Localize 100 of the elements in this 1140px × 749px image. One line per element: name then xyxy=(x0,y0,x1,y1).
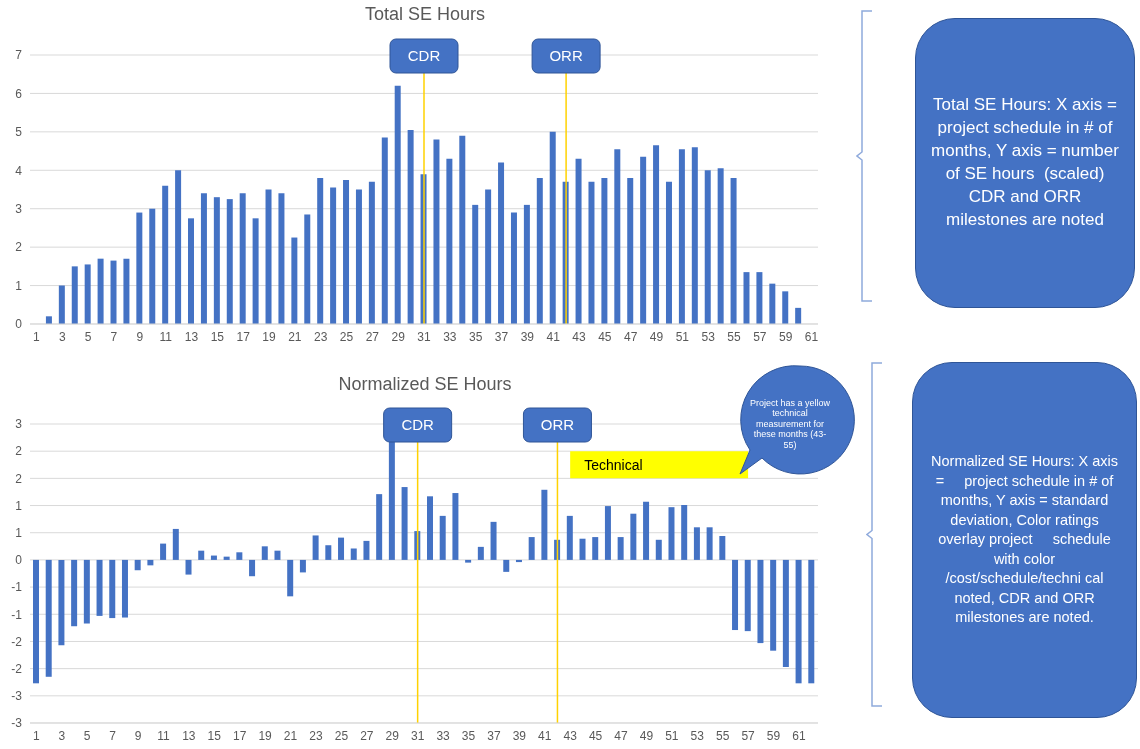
bar xyxy=(376,494,383,560)
bar xyxy=(330,187,337,324)
bar xyxy=(299,559,306,573)
x-tick-label: 43 xyxy=(572,329,587,344)
text: Total SE Hours: X axis = project schedule in # of months, Y axis = number of SE hours (scaled) CDR and ORR milestones are noted xyxy=(930,94,1120,231)
bar xyxy=(446,158,453,324)
bar xyxy=(592,537,599,560)
bar xyxy=(210,555,217,560)
bar xyxy=(312,535,319,560)
bar xyxy=(274,550,281,560)
bar xyxy=(549,131,556,324)
x-tick-label: 35 xyxy=(461,728,476,743)
y-tick-label: 1 xyxy=(15,525,23,540)
chart-title: Total SE Hours xyxy=(363,4,487,25)
bar xyxy=(452,493,459,560)
bar xyxy=(655,539,662,560)
bar xyxy=(459,135,466,324)
x-tick-label: 25 xyxy=(339,329,354,344)
ref-line-label: ORR xyxy=(549,47,583,64)
bar xyxy=(71,266,78,324)
x-tick-label: 49 xyxy=(649,329,664,344)
x-tick-label: 25 xyxy=(334,728,349,743)
bar xyxy=(795,307,802,324)
x-tick-label: 61 xyxy=(804,329,819,344)
x-tick-label: 47 xyxy=(614,728,628,743)
bar xyxy=(381,137,388,324)
bar xyxy=(732,559,739,631)
bar xyxy=(304,214,311,324)
x-tick-label: 55 xyxy=(716,728,730,743)
x-tick-label: 31 xyxy=(417,329,431,344)
bar xyxy=(503,559,510,572)
bar xyxy=(71,559,78,627)
bar xyxy=(523,204,530,324)
x-tick-label: 49 xyxy=(639,728,654,743)
bar xyxy=(407,129,414,324)
bar xyxy=(96,559,103,616)
bar xyxy=(691,147,698,324)
bar xyxy=(770,559,777,651)
bar xyxy=(769,283,776,324)
y-tick-label: 2 xyxy=(15,471,23,486)
x-tick-label: 39 xyxy=(520,329,535,344)
bar xyxy=(343,179,350,324)
y-tick-label: -1 xyxy=(11,580,23,595)
bar xyxy=(757,559,764,644)
bar xyxy=(617,537,624,560)
x-tick-label: 59 xyxy=(766,728,781,743)
x-tick-label: 57 xyxy=(753,329,767,344)
bar xyxy=(541,489,548,560)
bar xyxy=(121,559,128,618)
bar xyxy=(588,181,595,324)
bar xyxy=(278,193,285,324)
y-tick-label: -1 xyxy=(11,607,23,622)
x-tick-label: 1 xyxy=(33,728,41,743)
bar xyxy=(58,285,65,324)
bar xyxy=(643,501,650,560)
bar xyxy=(261,546,268,560)
bar xyxy=(490,521,497,560)
y-tick-label: 5 xyxy=(15,125,23,140)
x-tick-label: 31 xyxy=(410,728,425,743)
y-tick-label: -2 xyxy=(11,661,23,676)
x-tick-label: 45 xyxy=(588,728,603,743)
y-tick-label: 0 xyxy=(15,553,23,568)
bar xyxy=(110,260,117,324)
bar xyxy=(681,505,688,560)
bar xyxy=(485,189,492,324)
annotation: Project has a yellow technical measurement for these months (43-55) xyxy=(748,397,831,452)
bar xyxy=(627,177,634,324)
bar xyxy=(579,538,586,560)
bar xyxy=(515,559,522,563)
y-tick-label: -2 xyxy=(11,634,23,649)
x-tick-label: 5 xyxy=(84,329,92,344)
bar xyxy=(287,559,294,597)
x-tick-label: 1 xyxy=(33,329,41,344)
bar xyxy=(33,559,39,684)
x-tick-label: 53 xyxy=(690,728,705,743)
x-tick-label: 33 xyxy=(443,329,457,344)
bar xyxy=(498,162,505,324)
bar xyxy=(123,258,130,324)
bar xyxy=(83,559,90,624)
y-tick-label: 6 xyxy=(15,86,23,101)
x-tick-label: 19 xyxy=(258,728,273,743)
x-tick-label: 7 xyxy=(109,728,117,743)
bar xyxy=(744,559,751,632)
y-tick-label: 7 xyxy=(15,48,23,63)
bar xyxy=(706,527,713,560)
bar xyxy=(213,197,220,324)
band-label: Technical xyxy=(584,456,643,473)
bar xyxy=(338,537,345,560)
x-tick-label: 29 xyxy=(391,329,406,344)
x-tick-label: 15 xyxy=(210,329,225,344)
x-tick-label: 13 xyxy=(182,728,196,743)
bar xyxy=(704,170,711,324)
ref-line-label: ORR xyxy=(540,416,575,433)
bar xyxy=(188,218,195,324)
bar xyxy=(325,545,332,560)
bar xyxy=(566,515,573,560)
bar xyxy=(614,149,621,324)
bar xyxy=(109,559,116,619)
bar xyxy=(604,506,611,560)
bar xyxy=(756,272,763,324)
